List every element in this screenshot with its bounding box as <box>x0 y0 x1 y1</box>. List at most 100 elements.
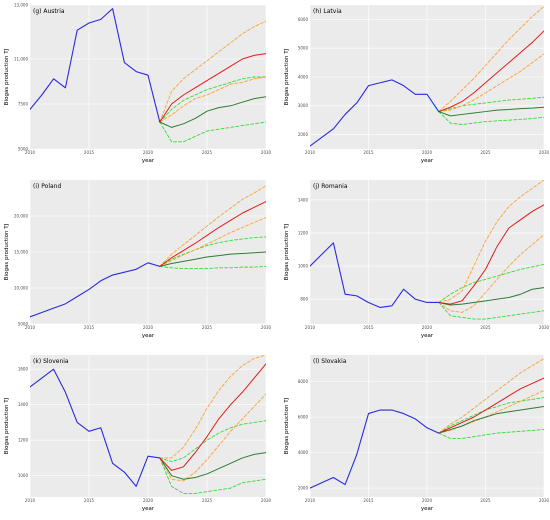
series-line-band-low-lower <box>159 457 266 494</box>
series-line-historical <box>310 79 440 147</box>
x-tick-label: 2020 <box>422 325 433 330</box>
series-line-central-low <box>159 452 266 480</box>
series-line-historical <box>310 242 440 308</box>
y-tick-label: 6000 <box>298 17 309 22</box>
series-line-central-high <box>159 363 266 471</box>
x-tick-label: 2010 <box>25 150 36 155</box>
x-tick-label: 2010 <box>305 325 316 330</box>
series-line-historical <box>30 262 161 318</box>
series-line-band-high-upper <box>159 185 266 267</box>
y-axis-label: Biogas production TJ <box>4 223 10 280</box>
panel-title: (j) Romania <box>313 183 348 190</box>
x-tick-label: 2020 <box>143 325 154 330</box>
x-tick-label: 2010 <box>25 325 36 330</box>
x-tick-label: 2025 <box>480 498 491 503</box>
x-tick-label: 2030 <box>539 325 550 330</box>
series-line-band-high-lower <box>438 53 544 113</box>
series-line-band-high-upper <box>159 20 266 123</box>
chart-panel-2: 2010 2015 2020 2025 2030 5000 10,000 15,000 20,0… <box>4 180 272 339</box>
x-tick-label: 2015 <box>363 325 374 330</box>
y-tick-label: 3000 <box>298 103 309 108</box>
x-axis-label: year <box>142 506 155 512</box>
series-line-central-high <box>159 201 266 267</box>
series-line-band-high-upper <box>159 355 266 459</box>
series-line-central-high <box>438 377 544 434</box>
y-tick-label: 2000 <box>298 486 309 491</box>
series-line-band-high-lower <box>159 216 266 267</box>
series-line-central-low <box>438 287 544 306</box>
panel-title: (k) Slovenia <box>33 358 69 365</box>
y-tick-label: 11,000 <box>14 56 28 61</box>
x-tick-label: 2010 <box>305 498 316 503</box>
y-tick-label: 800 <box>300 297 308 302</box>
x-axis-label: year <box>421 158 434 164</box>
y-axis-label: Biogas production TJ <box>4 48 10 105</box>
y-axis-label: Biogas production TJ <box>284 48 290 105</box>
x-tick-label: 2025 <box>202 325 213 330</box>
y-tick-label: 13,000 <box>14 2 28 7</box>
series-line-band-low-upper <box>438 397 544 434</box>
series-line-central-low <box>438 106 544 117</box>
x-tick-label: 2025 <box>202 150 213 155</box>
y-axis-label: Biogas production TJ <box>4 397 10 454</box>
series-line-band-low-upper <box>159 236 266 267</box>
x-tick-label: 2025 <box>202 498 213 503</box>
chart-panel-1: 2010 2015 2020 2025 2030 2000 3000 4000 5000 6000… <box>284 5 550 164</box>
y-tick-label: 1200 <box>18 438 29 443</box>
series-line-band-low-upper <box>159 420 266 462</box>
x-tick-label: 2020 <box>422 498 433 503</box>
series-line-band-high-lower <box>159 76 266 123</box>
x-tick-label: 2015 <box>363 150 374 155</box>
y-tick-label: 7500 <box>18 101 29 106</box>
x-tick-label: 2015 <box>363 498 374 503</box>
series-line-band-high-upper <box>438 358 544 434</box>
series-line-band-low-lower <box>438 111 544 125</box>
y-tick-label: 1400 <box>18 402 29 407</box>
y-axis-label: Biogas production TJ <box>284 397 290 454</box>
series-line-central-low <box>159 251 266 267</box>
x-tick-label: 2020 <box>143 498 154 503</box>
x-tick-label: 2010 <box>25 498 36 503</box>
series-line-central-low <box>159 96 266 128</box>
y-tick-label: 1000 <box>18 473 29 478</box>
y-tick-label: 5000 <box>18 146 29 151</box>
x-axis-label: year <box>421 506 434 512</box>
series-line-central-low <box>438 405 544 434</box>
y-tick-label: 2000 <box>298 132 309 137</box>
series-line-band-low-upper <box>438 96 544 113</box>
chart-panel-3: 2010 2015 2020 2025 2030 800 1000 1200 1400 year B… <box>284 180 550 339</box>
x-axis-label: year <box>142 158 155 164</box>
x-tick-label: 2030 <box>539 498 550 503</box>
y-tick-label: 15,000 <box>14 249 28 254</box>
x-tick-label: 2015 <box>84 325 95 330</box>
chart-panel-4: 2010 2015 2020 2025 2030 1000 1200 1400 1600 year… <box>4 355 272 512</box>
x-tick-label: 2015 <box>84 150 95 155</box>
y-tick-label: 5000 <box>298 46 309 51</box>
y-tick-label: 1400 <box>298 197 309 202</box>
series-line-band-low-upper <box>159 76 266 123</box>
x-tick-label: 2020 <box>143 150 154 155</box>
series-line-central-high <box>438 30 544 113</box>
y-tick-label: 20,000 <box>14 213 28 218</box>
series-line-band-low-lower <box>159 265 266 270</box>
x-tick-label: 2020 <box>422 150 433 155</box>
series-line-band-high-lower <box>159 393 266 482</box>
x-tick-label: 2010 <box>305 150 316 155</box>
y-tick-label: 8000 <box>298 379 309 384</box>
x-tick-label: 2030 <box>261 325 272 330</box>
chart-panel-5: 2010 2015 2020 2025 2030 2000 4000 6000 8000 year… <box>284 355 550 512</box>
x-tick-label: 2025 <box>480 150 491 155</box>
series-line-band-low-lower <box>159 121 266 143</box>
x-axis-label: year <box>421 333 434 339</box>
series-line-band-low-upper <box>438 263 544 303</box>
x-tick-label: 2015 <box>84 498 95 503</box>
panel-title: (l) Slovakia <box>313 358 347 365</box>
panel-title: (i) Poland <box>33 183 61 190</box>
x-tick-label: 2030 <box>261 498 272 503</box>
series-line-historical <box>310 409 440 489</box>
x-axis-label: year <box>142 333 155 339</box>
x-tick-label: 2030 <box>261 150 272 155</box>
y-tick-label: 1000 <box>298 263 309 268</box>
y-axis-label: Biogas production TJ <box>284 223 290 280</box>
panel-title: (h) Latvia <box>313 8 342 15</box>
